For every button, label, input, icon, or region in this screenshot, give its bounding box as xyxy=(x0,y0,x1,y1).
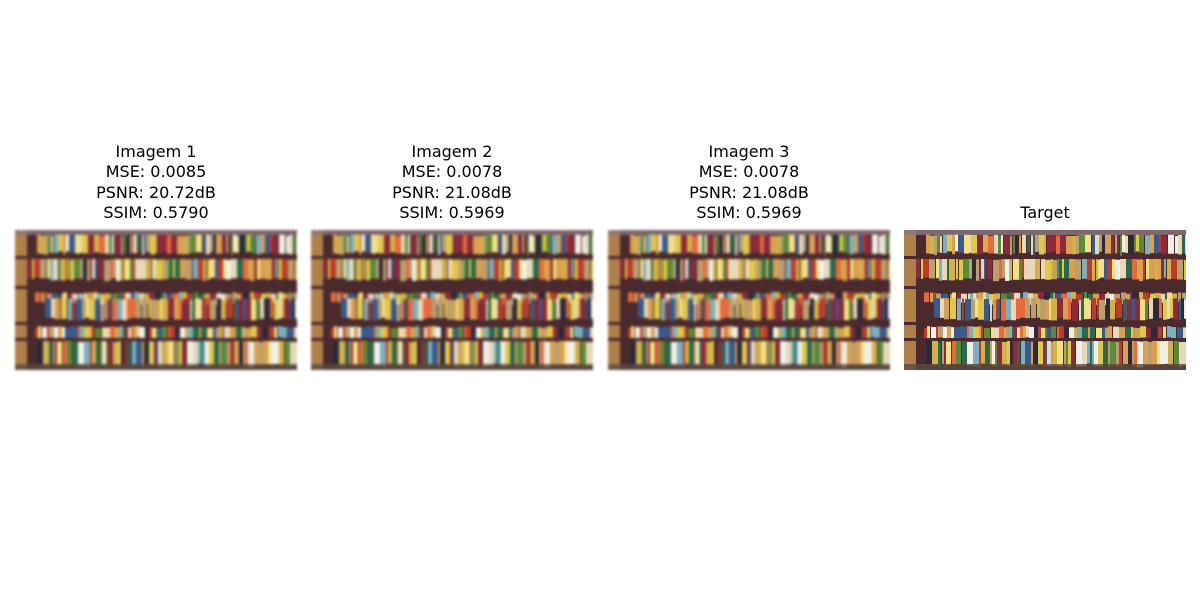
psnr-label: PSNR: 21.08dB xyxy=(392,182,512,202)
mse-label: MSE: 0.0078 xyxy=(698,162,800,182)
image-label: Imagem 3 xyxy=(708,141,790,161)
mse-label: MSE: 0.0078 xyxy=(401,162,503,182)
image-label: Imagem 1 xyxy=(115,141,197,161)
panel-imagem-2: Imagem 2 MSE: 0.0078 PSNR: 21.08dB SSIM:… xyxy=(311,0,593,600)
panel-title: Imagem 3 MSE: 0.0078 PSNR: 21.08dB SSIM:… xyxy=(608,142,890,224)
panel-target: Target xyxy=(904,0,1186,600)
panel-imagem-1: Imagem 1 MSE: 0.0085 PSNR: 20.72dB SSIM:… xyxy=(15,0,297,600)
panel-imagem-3: Imagem 3 MSE: 0.0078 PSNR: 21.08dB SSIM:… xyxy=(608,0,890,600)
bookshelf-image xyxy=(904,230,1186,370)
bookshelf-image xyxy=(311,230,593,370)
psnr-label: PSNR: 20.72dB xyxy=(96,182,216,202)
panel-title: Target xyxy=(904,203,1186,224)
ssim-label: SSIM: 0.5969 xyxy=(399,203,505,223)
bookshelf-image xyxy=(15,230,297,370)
bookshelf-image xyxy=(608,230,890,370)
psnr-label: PSNR: 21.08dB xyxy=(689,182,809,202)
mse-label: MSE: 0.0085 xyxy=(105,162,207,182)
ssim-label: SSIM: 0.5969 xyxy=(696,203,802,223)
ssim-label: SSIM: 0.5790 xyxy=(103,203,209,223)
panel-title: Imagem 1 MSE: 0.0085 PSNR: 20.72dB SSIM:… xyxy=(15,142,297,224)
image-label: Imagem 2 xyxy=(411,141,493,161)
image-label: Target xyxy=(1020,203,1070,223)
panel-title: Imagem 2 MSE: 0.0078 PSNR: 21.08dB SSIM:… xyxy=(311,142,593,224)
